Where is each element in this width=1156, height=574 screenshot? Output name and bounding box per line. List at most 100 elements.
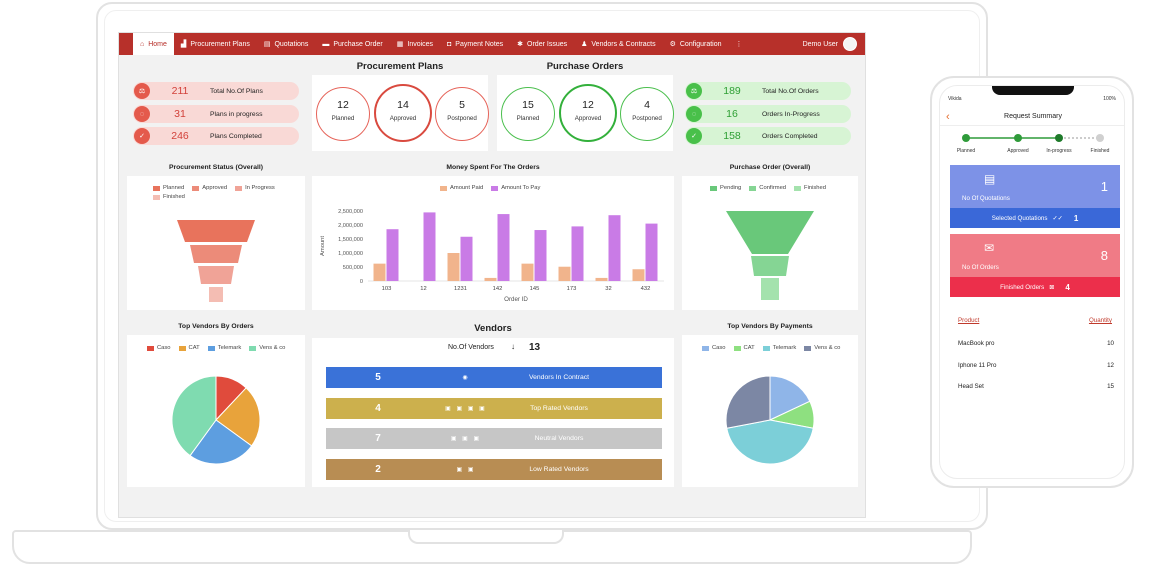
ring-po-approved: 12 Approved (559, 84, 617, 142)
battery-label: 100% (1103, 96, 1116, 102)
x-tick-label: 432 (641, 286, 651, 292)
vendors-payments-pie-chart (725, 375, 815, 465)
bar-amount-to-pay-432 (645, 223, 658, 281)
top-rated-vendors-bar[interactable]: 4 ▣ ▣ ▣ ▣ Top Rated Vendors (326, 398, 662, 419)
finished-orders-icon: ⊠ (1049, 283, 1055, 291)
finished-orders-bar[interactable]: Finished Orders ⊠ 4 (950, 277, 1120, 297)
money-spent-title: Money Spent For The Orders (446, 164, 540, 171)
y-tick-label: 2,500,000 (338, 209, 363, 215)
stat-orders-completed: ✓ 158 Orders Completed (685, 127, 851, 145)
orders-card[interactable]: ✉ No Of Orders 8 Finished Orders ⊠ 4 (950, 234, 1120, 297)
low-rated-vendors-bar[interactable]: 2 ▣ ▣ Low Rated Vendors (326, 459, 662, 480)
nav-home[interactable]: ⌂ Home (133, 33, 174, 55)
top-nav: ⌂ Home ▟ Procurement Plans ▤ Quotations ▬ Pu… (119, 33, 865, 55)
legend-telemark: Telemark (762, 345, 796, 351)
vendors-orders-legend: Caso CAT Telemark Vens & co (147, 345, 285, 351)
nav-vendors-contracts[interactable]: ♟ Vendors & Contracts (581, 40, 656, 49)
money-spent-panel: Amount Paid Amount To Pay 0 500,000 1,000,… (312, 176, 674, 310)
nav-configuration[interactable]: ⚙ Configuration (669, 40, 722, 49)
table-row[interactable]: Head Set 15 (958, 383, 1114, 390)
bar-amount-to-pay-103 (386, 229, 399, 281)
laptop-notch (408, 530, 564, 544)
progress-icon: ◌ (134, 106, 150, 122)
selected-quotations-bar[interactable]: Selected Quotations ✓✓ 1 (950, 208, 1120, 228)
check-icon: ✓ (134, 128, 150, 144)
pie-slice-vens-co (725, 375, 771, 429)
nav-more-button[interactable]: ⋮ (729, 33, 750, 55)
y-tick-label: 0 (360, 279, 363, 285)
back-arrow-icon[interactable]: ‹ (946, 111, 950, 123)
nav-procurement-plans[interactable]: ▟ Procurement Plans (180, 40, 250, 49)
product-column-header[interactable]: Product (958, 317, 980, 324)
orders-icon: ⚖ (686, 83, 702, 99)
quantity-column-header[interactable]: Quantity (1088, 317, 1112, 324)
phone-notch (992, 86, 1074, 95)
legend-cat: CAT (178, 345, 200, 351)
y-axis-label: Amount (320, 236, 326, 256)
bar-amount-paid-432 (632, 269, 645, 281)
x-tick-label: 142 (493, 286, 503, 292)
top-vendors-orders-title: Top Vendors By Orders (178, 323, 254, 330)
vendor-count-value: 13 (529, 342, 541, 353)
step-approved: Approved (1007, 148, 1029, 154)
procurement-funnel-chart (177, 220, 255, 302)
check-icon: ✓ (686, 128, 702, 144)
money-spent-bar-chart: 0 500,000 1,000,000 1,500,000 2,000,000 2,500… (320, 209, 664, 303)
bar-amount-paid-142 (484, 277, 497, 281)
progress-stepper (962, 134, 1104, 142)
vendor-icon: ♟ (581, 41, 588, 48)
bar-amount-to-pay-1231 (460, 236, 473, 281)
bar-amount-to-pay-12 (423, 212, 436, 281)
funnel-approved (190, 245, 242, 263)
issues-icon: ✱ (517, 41, 524, 48)
bar-amount-paid-1231 (447, 253, 460, 281)
step-finished: Finished (1090, 148, 1110, 154)
rating-icon: ▣ ▣ ▣ (450, 436, 482, 442)
bar-amount-to-pay-173 (571, 226, 584, 281)
procurement-funnel-legend: Planned Approved In Progress Finished (153, 185, 293, 200)
purchase-order-status-title: Purchase Order (Overall) (729, 164, 811, 171)
dashboard-screen: ⌂ Home ▟ Procurement Plans ▤ Quotations ▬ Pu… (118, 32, 866, 518)
funnel-po-finished (761, 278, 779, 300)
stat-plans-completed: ✓ 246 Plans Completed (133, 127, 299, 145)
vendors-payments-panel: Caso CAT Telemark Vens & co (682, 335, 858, 487)
y-tick-label: 1,500,000 (338, 237, 363, 243)
legend-telemark: Telemark (207, 345, 241, 351)
rating-icon: ▣ ▣ ▣ ▣ (445, 406, 487, 412)
nav-invoices[interactable]: ▦ Invoices (396, 40, 434, 49)
vendor-count-label: No.Of Vendors (448, 344, 494, 351)
money-spent-legend: Amount Paid Amount To Pay (440, 185, 540, 191)
nav-payment-notes[interactable]: ◘ Payment Notes (447, 40, 504, 48)
table-row[interactable]: MacBook pro 10 (958, 340, 1114, 347)
nav-order-issues[interactable]: ✱ Order Issues (517, 40, 568, 49)
ring-approved: 14 Approved (374, 84, 432, 142)
phone-title: Request Summary (1004, 113, 1062, 120)
carrier-label: Vikida (948, 96, 962, 102)
bar-amount-paid-173 (558, 266, 571, 281)
legend-pending: Pending (710, 185, 741, 191)
avatar (843, 37, 857, 51)
funnel-finished (209, 287, 223, 302)
table-row[interactable]: Iphone 11 Pro 12 (958, 362, 1114, 369)
bar-amount-to-pay-145 (534, 230, 547, 281)
chart-icon: ▟ (180, 41, 187, 48)
neutral-vendors-bar[interactable]: 7 ▣ ▣ ▣ Neutral Vendors (326, 428, 662, 449)
stat-orders-in-progress: ◌ 16 Orders In-Progress (685, 105, 851, 123)
user-menu[interactable]: Demo User (803, 37, 857, 51)
purchase-rings-panel: 15 Planned 12 Approved 4 Postponed (497, 75, 674, 151)
x-tick-label: 12 (420, 286, 426, 292)
invoice-icon: ▦ (396, 41, 404, 48)
legend-confirmed: Confirmed (749, 185, 786, 191)
rating-icon: ▣ ▣ (456, 467, 476, 473)
double-check-icon: ✓✓ (1052, 214, 1063, 222)
step-planned: Planned (956, 148, 976, 154)
purchase-funnel-panel: Pending Confirmed Finished (682, 176, 858, 310)
legend-caso: Caso (147, 345, 171, 351)
ring-postponed: 5 Postponed (435, 87, 489, 141)
quotations-card[interactable]: ▤ No Of Quotations 1 Selected Quotations… (950, 165, 1120, 228)
quotation-doc-icon: ▤ (984, 172, 996, 186)
nav-quotations[interactable]: ▤ Quotations (263, 40, 309, 49)
vendors-in-contract-bar[interactable]: 5 ◉ Vendors In Contract (326, 367, 662, 388)
pie-slice-telemark (726, 419, 814, 465)
nav-purchase-order[interactable]: ▬ Purchase Order (322, 40, 383, 48)
